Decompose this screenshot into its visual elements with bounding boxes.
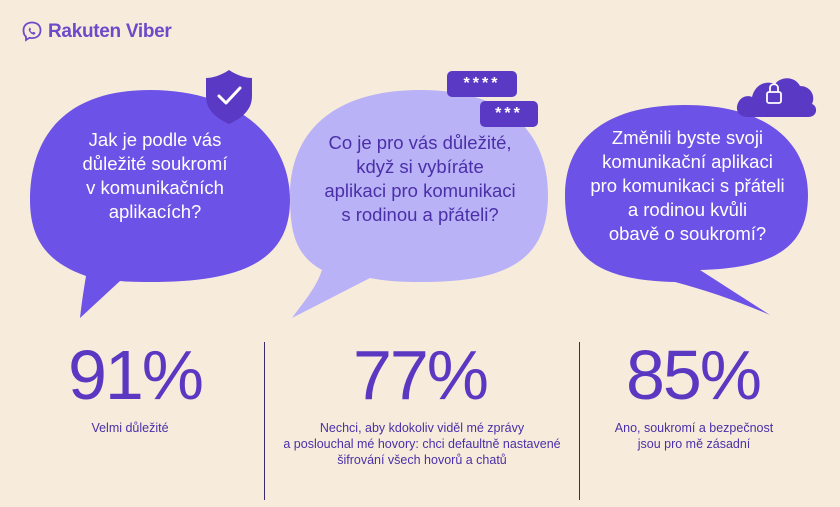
divider-2	[579, 342, 580, 500]
brand-name: Rakuten Viber	[48, 21, 172, 42]
cloud-lock-icon	[736, 78, 817, 117]
percent-2: 77%	[352, 336, 489, 414]
question-1: Jak je podle vás důležité soukromí v kom…	[40, 128, 270, 224]
speech-bubble-1	[30, 90, 290, 318]
percent-3: 85%	[625, 336, 762, 414]
caption-1: Velmi důležité	[55, 420, 205, 436]
speech-bubble-2	[290, 90, 548, 318]
question-line: s rodinou a přáteli?	[341, 204, 499, 225]
speech-bubble-3	[565, 105, 808, 315]
question-3: Změnili byste svoji komunikační aplikaci…	[575, 126, 800, 246]
caption-line: Ano, soukromí a bezpečnost	[614, 421, 774, 435]
question-line: v komunikačních	[86, 177, 224, 198]
divider-1	[264, 342, 265, 500]
percent-1: 91%	[67, 336, 204, 414]
viber-phone-icon	[22, 21, 42, 42]
question-2: Co je pro vás důležité, když si vybíráte…	[300, 131, 540, 227]
question-line: Co je pro vás důležité,	[328, 132, 512, 153]
question-line: když si vybíráte	[356, 156, 484, 177]
question-line: Jak je podle vás	[88, 129, 222, 150]
question-line: obavě o soukromí?	[608, 223, 767, 244]
shield-check-icon	[206, 70, 252, 124]
caption-line: a poslouchal mé hovory: chci defaultně n…	[283, 437, 561, 451]
caption-line: šifrování všech hovorů a chatů	[337, 453, 507, 467]
question-line: pro komunikaci s přáteli	[590, 175, 785, 196]
question-line: aplikaci pro komunikaci	[324, 180, 516, 201]
caption-3: Ano, soukromí a bezpečnost jsou pro mě z…	[605, 420, 783, 452]
question-line: Změnili byste svoji	[611, 127, 764, 148]
caption-line: Nechci, aby kdokoliv viděl mé zprávy	[319, 421, 525, 435]
password-badge-1: ****	[447, 71, 517, 97]
caption-line: Velmi důležité	[91, 421, 169, 435]
caption-line: jsou pro mě zásadní	[637, 437, 751, 451]
question-line: aplikacích?	[108, 201, 202, 222]
question-line: důležité soukromí	[82, 153, 228, 174]
password-badge-2: ***	[480, 101, 538, 127]
question-line: komunikační aplikaci	[602, 151, 773, 172]
question-line: a rodinou kvůli	[627, 199, 748, 220]
brand-logo: Rakuten Viber	[20, 20, 172, 44]
caption-2: Nechci, aby kdokoliv viděl mé zprávy a p…	[272, 420, 572, 468]
